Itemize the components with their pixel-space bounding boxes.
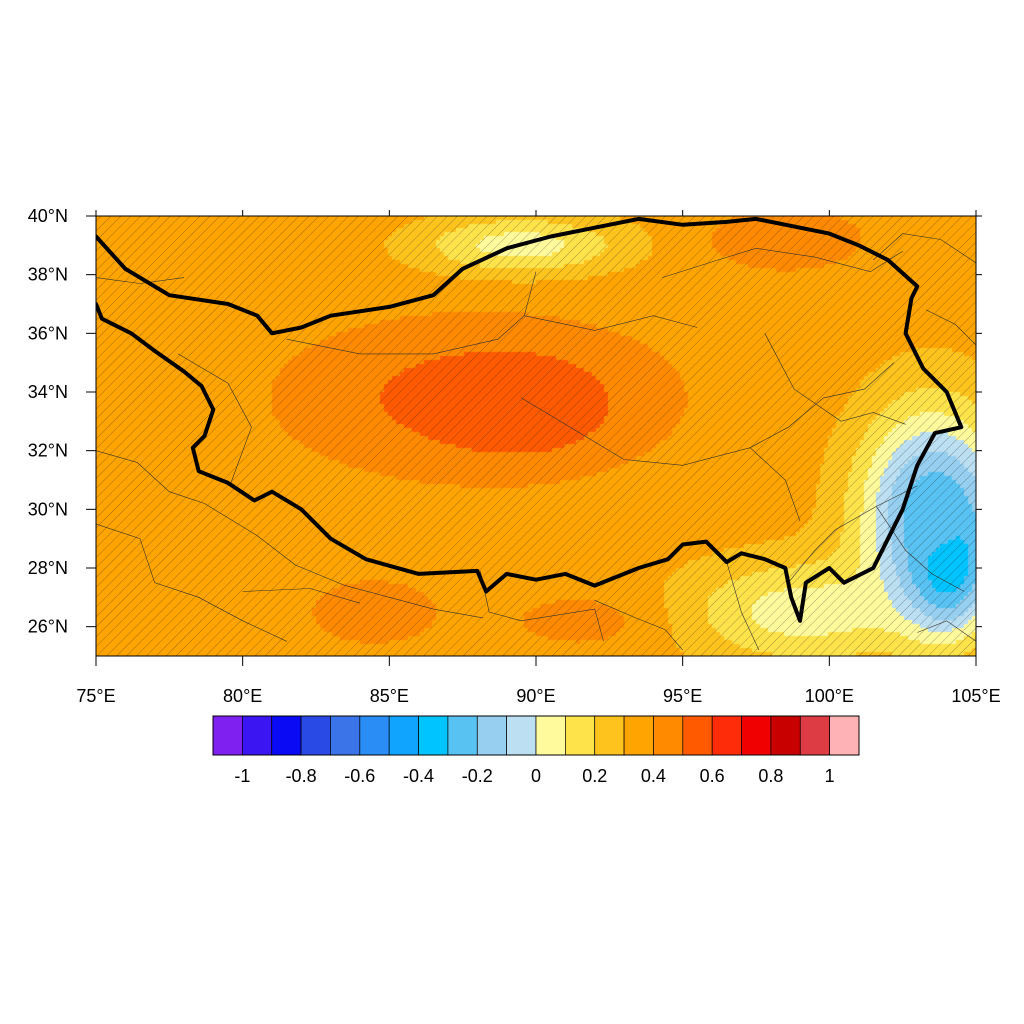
admin-border-line	[726, 562, 760, 651]
colorbar-label: -0.6	[344, 766, 375, 786]
colorbar-swatch	[359, 715, 390, 756]
admin-border-line	[925, 309, 976, 346]
colorbar-swatch	[623, 715, 654, 756]
colorbar-label: -1	[234, 766, 250, 786]
lon-tick-label: 85°E	[370, 686, 409, 706]
lon-tick-label: 105°E	[951, 686, 1000, 706]
admin-border-line	[521, 397, 801, 522]
colorbar-swatch	[682, 715, 713, 756]
lat-tick-label: 36°N	[28, 323, 68, 343]
colorbar-frame	[212, 715, 860, 756]
colorbar-swatch	[300, 715, 331, 756]
lat-tick-label: 34°N	[28, 382, 68, 402]
admin-border-line	[917, 620, 976, 642]
minor-borders	[96, 233, 976, 651]
colorbar-swatch	[799, 715, 830, 756]
colorbar-swatch	[330, 715, 361, 756]
map-plot-area	[95, 215, 977, 657]
admin-border-line	[96, 277, 185, 284]
lon-tick-label: 80°E	[223, 686, 262, 706]
colorbar-swatch	[565, 715, 596, 756]
admin-border-line	[873, 233, 976, 264]
plateau-boundary	[96, 216, 964, 623]
lat-tick-label: 30°N	[28, 499, 68, 519]
admin-border-line	[764, 333, 906, 425]
admin-border-line	[524, 315, 698, 331]
longitude-axis: 75°E 80°E 85°E 90°E 95°E 100°E 105°E	[76, 210, 1001, 706]
colorbar-swatch	[653, 715, 684, 756]
colorbar-swatch	[711, 715, 742, 756]
colorbar-swatch	[447, 715, 478, 756]
colorbar-swatch	[506, 715, 537, 756]
lon-tick-label: 75°E	[76, 686, 115, 706]
colorbar-swatch	[741, 715, 772, 756]
colorbar-swatch	[212, 715, 243, 756]
lat-tick-label: 26°N	[28, 617, 68, 637]
admin-border-line	[96, 450, 484, 619]
colorbar-label: -0.2	[462, 766, 493, 786]
colorbar-label: -0.4	[403, 766, 434, 786]
lat-tick-label: 28°N	[28, 558, 68, 578]
colorbar-label: 0.2	[582, 766, 607, 786]
colorbar-swatch	[594, 715, 625, 756]
colorbar-label: 0.8	[758, 766, 783, 786]
lat-tick-label: 38°N	[28, 265, 68, 285]
admin-border-line	[662, 247, 903, 278]
colorbar-swatch	[418, 715, 449, 756]
admin-border-line	[594, 600, 683, 651]
admin-border-line	[177, 353, 252, 484]
admin-border-line	[788, 485, 918, 583]
colorbar-label: -0.8	[286, 766, 317, 786]
colorbar-swatch	[535, 715, 566, 756]
colorbar-swatch	[829, 715, 860, 756]
latitude-axis: 26°N 28°N 30°N 32°N 34°N 36°N 38°N 40°N	[28, 206, 982, 637]
colorbar-label: 1	[825, 766, 835, 786]
colorbar-label: 0	[531, 766, 541, 786]
admin-border-line	[480, 570, 604, 642]
colorbar-swatch	[271, 715, 302, 756]
colorbar-swatch	[242, 715, 273, 756]
colorbar-label: 0.6	[700, 766, 725, 786]
colorbar-swatch	[388, 715, 419, 756]
lat-tick-label: 40°N	[28, 206, 68, 226]
lat-tick-label: 32°N	[28, 441, 68, 461]
lon-tick-label: 95°E	[663, 686, 702, 706]
admin-border-line	[242, 588, 361, 604]
colorbar-swatch	[476, 715, 507, 756]
lon-tick-label: 100°E	[805, 686, 854, 706]
lon-tick-label: 90°E	[516, 686, 555, 706]
colorbar: -1 -0.8 -0.6 -0.4 -0.2 0 0.2 0.4 0.6 0.8 1	[212, 715, 860, 786]
colorbar-label: 0.4	[641, 766, 666, 786]
admin-border-line	[286, 271, 537, 355]
significance-hatching	[96, 216, 976, 656]
admin-border-line	[749, 362, 895, 448]
colorbar-swatch	[770, 715, 801, 756]
admin-border-line	[96, 523, 287, 642]
